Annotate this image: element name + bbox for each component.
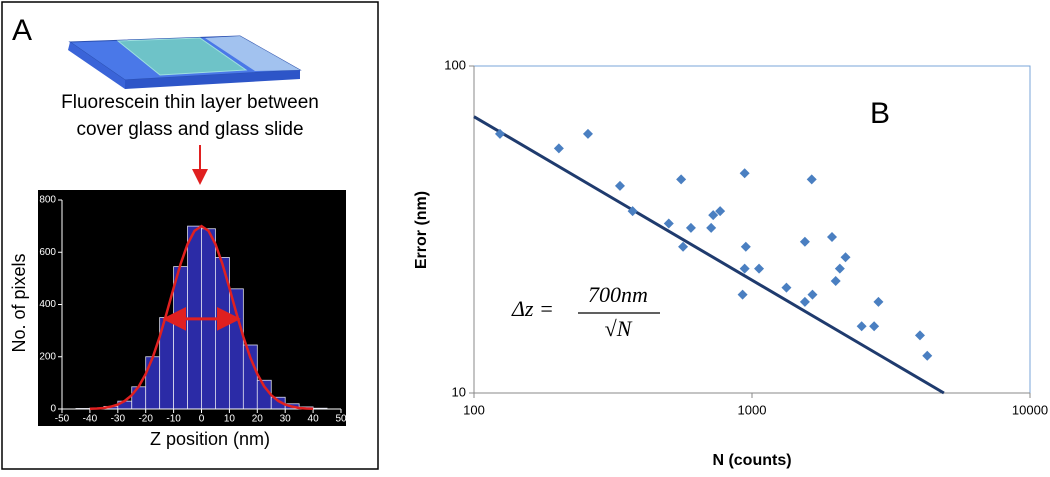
data-point (840, 252, 851, 263)
x-tick-label: -20 (138, 414, 153, 425)
bar (173, 266, 188, 410)
plot-frame (473, 65, 1031, 394)
y-axis-label: Error (nm) (413, 191, 430, 269)
data-point (869, 321, 880, 332)
x-axis-label: Z position (nm) (150, 429, 270, 449)
data-point (737, 289, 748, 300)
slide-illustration (68, 35, 302, 89)
bar (131, 386, 147, 410)
data-point (922, 350, 933, 361)
x-tick-label: -40 (83, 414, 98, 425)
x-tick-label: 10 (224, 414, 236, 425)
equation-lhs: Δz = (511, 296, 554, 321)
y-tick-label: 200 (39, 351, 56, 362)
data-point (582, 128, 593, 139)
data-point (663, 218, 674, 229)
panel-b-label: B (870, 97, 890, 130)
equation-denominator: √N (605, 316, 633, 341)
data-point (614, 180, 625, 191)
y-tick-label: 600 (39, 247, 56, 258)
data-point (676, 174, 687, 185)
x-tick-label: -50 (55, 414, 70, 425)
data-point (807, 289, 818, 300)
y-tick-label: 400 (39, 299, 56, 310)
data-point (739, 168, 750, 179)
data-point (553, 143, 564, 154)
bar (145, 356, 161, 410)
data-point (806, 174, 817, 185)
equation: Δz = 700nm √N (511, 282, 660, 341)
data-point (708, 210, 719, 221)
data-point (856, 321, 867, 332)
data-point (706, 222, 717, 233)
y-tick-label: 100 (444, 57, 466, 72)
caption-line: Fluorescein thin layer between (61, 92, 319, 113)
x-tick-label: 10000 (1012, 402, 1048, 417)
x-tick-label: 100 (463, 402, 485, 417)
caption-line: cover glass and glass slide (76, 119, 303, 140)
data-point (781, 282, 792, 293)
x-tick-label: 20 (252, 414, 264, 425)
fit-curve (89, 224, 314, 410)
data-point (754, 263, 765, 274)
y-tick-label: 0 (50, 404, 56, 415)
data-point (494, 128, 505, 139)
panel-a-frame (1, 1, 379, 470)
data-point (685, 222, 696, 233)
y-axis-label: No. of pixels (9, 253, 29, 352)
bar (228, 288, 244, 410)
data-point (715, 206, 726, 217)
x-tick-label: -10 (166, 414, 181, 425)
x-tick-label: 1000 (738, 402, 767, 417)
data-point (799, 296, 810, 307)
equation-numerator: 700nm (588, 282, 648, 307)
x-tick-label: 0 (199, 414, 205, 425)
data-point (873, 296, 884, 307)
x-axis-label: N (counts) (712, 452, 791, 469)
data-point (827, 231, 838, 242)
data-point (799, 236, 810, 247)
fit-line (473, 115, 945, 395)
x-tick-label: 30 (280, 414, 292, 425)
y-tick-label: 800 (39, 195, 56, 206)
panel-a-label: A (12, 14, 32, 47)
data-point (678, 241, 689, 252)
data-point (740, 241, 751, 252)
data-point (627, 206, 638, 217)
x-tick-label: 50 (335, 414, 347, 425)
x-tick-label: -30 (111, 414, 126, 425)
data-point (914, 330, 925, 341)
data-point (830, 276, 841, 287)
y-tick-label: 10 (452, 384, 466, 399)
data-point (834, 263, 845, 274)
x-tick-label: 40 (308, 414, 320, 425)
data-point (739, 263, 750, 274)
